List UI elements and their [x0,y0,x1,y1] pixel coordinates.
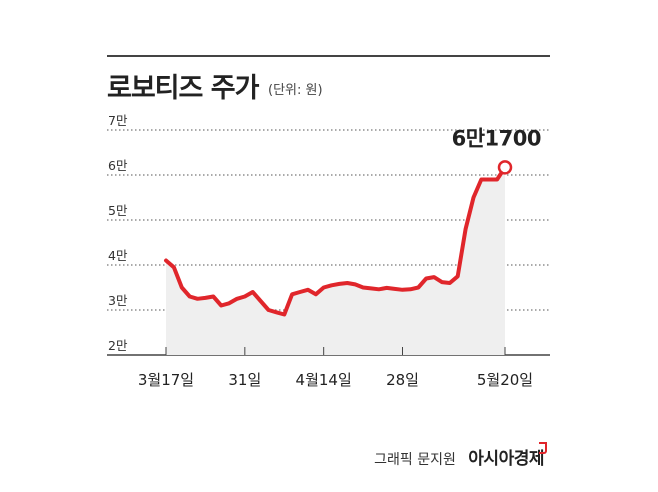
area-layer [166,167,505,355]
y-tick-label: 5만 [108,203,128,218]
brand-text: 아시아경제 [468,449,544,469]
y-tick-label: 2만 [108,338,128,353]
credit-text: 그래픽 문지원 [374,452,456,468]
x-tick-label: 3월17일 [138,371,194,389]
graphic-credit: 그래픽 문지원 아시아경제 [374,444,544,469]
price-line [164,165,507,317]
brand-mark-icon [539,442,547,454]
x-tick-label: 31일 [228,371,261,389]
line-layer [164,160,513,317]
axis-layer [165,347,506,355]
title-rule [107,55,550,57]
last-point-marker [497,160,513,175]
x-tick-label: 4월14일 [296,371,352,389]
last-value-label: 6만1700 [452,126,541,150]
x-tick-label: 5월20일 [477,371,533,389]
label-layer: 2만 3만 4만 5만 6만 7만 3월17일 31일 4월14일 28일 5월20일 6만1700 [108,113,542,389]
unit-label: (단위: 원) [268,83,323,98]
y-tick-label: 4만 [108,248,128,263]
x-tick-label: 28일 [386,371,419,389]
y-tick-label: 6만 [108,158,128,173]
y-tick-label: 3만 [108,293,128,308]
y-tick-label: 7만 [108,113,128,128]
area-fill [166,167,505,355]
chart-title: 로보티즈 주가 [107,73,259,104]
